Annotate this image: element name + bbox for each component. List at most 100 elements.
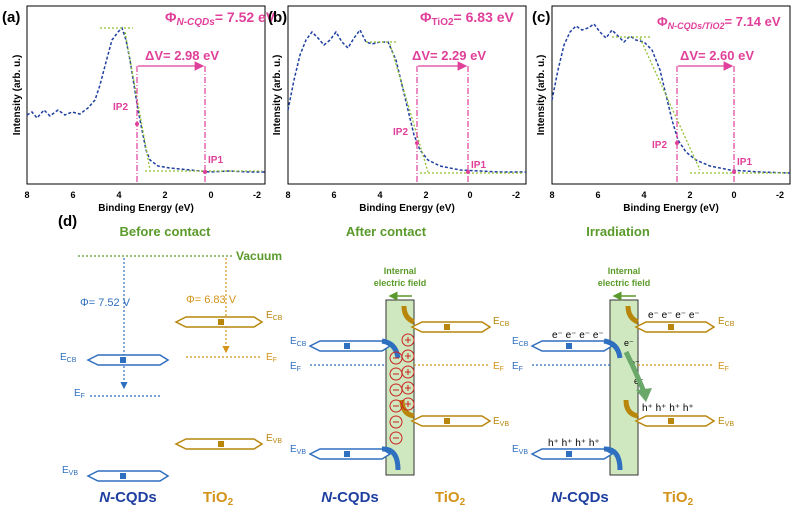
svg-text:-2: -2 — [512, 190, 520, 200]
panel-a-ip2: IP2 — [113, 102, 128, 113]
irr-field-region — [609, 299, 639, 476]
panel-c-ip1: IP1 — [737, 157, 752, 168]
panel-b: (b) ΦTiO2= 6.83 eV ΔV= 2.29 eV IP2 IP1 8… — [268, 5, 527, 214]
after-ncqd-evb-label: EVB — [290, 444, 306, 456]
panel-a-label: (a) — [2, 9, 20, 26]
panel-b-ip1-dot — [466, 170, 470, 174]
panel-c-ticks: 8 6 4 2 0 -2 — [549, 190, 784, 200]
panel-a-ticks: 8 6 4 2 0 -2 — [24, 190, 261, 200]
after-charges — [389, 333, 415, 445]
section-before: Before contact — [119, 224, 211, 239]
irr-transfer-path — [623, 350, 647, 393]
irr-ncqd-ecb-plate — [530, 338, 623, 359]
panel-a-ip2-dot — [135, 122, 139, 126]
irr-tio2-holes: h⁺ h⁺ h⁺ h⁺ — [642, 403, 694, 414]
phi-tio2-label: Φ= 6.83 V — [186, 294, 237, 306]
panel-a-fit-slope — [124, 31, 151, 171]
panel-c-fit-slope — [639, 37, 701, 171]
panel-b-ip2: IP2 — [393, 127, 408, 138]
svg-text:4: 4 — [641, 190, 646, 200]
section-irradiation: Irradiation — [586, 224, 650, 239]
label-ncqds-after: N-CQDs — [321, 489, 379, 506]
panel-a-phi: ΦN-CQDs= 7.52 eV — [165, 9, 276, 28]
panel-c-spectrum — [551, 22, 791, 174]
svg-text:6: 6 — [331, 190, 336, 200]
irr-field-line2: electric field — [598, 278, 651, 288]
after-field-line1: Internal — [384, 266, 417, 276]
irr-ncqd-ef-label: EF — [512, 361, 523, 373]
panel-c-ip2: IP2 — [652, 140, 667, 151]
ncqd-ecb-label: ECB — [60, 352, 77, 364]
after-tio2-ecb-plate — [401, 305, 492, 333]
after-tio2-ecb-label: ECB — [493, 316, 510, 328]
tio2-evb-label: EVB — [266, 433, 282, 445]
panel-c-phi: ΦN-CQDs/TiO2= 7.14 eV — [657, 14, 781, 31]
panel-b-ylabel: Intensity (arb. u.) — [272, 55, 283, 136]
after-ncqd-ecb-plate — [308, 338, 401, 359]
svg-text:4: 4 — [377, 190, 382, 200]
panel-a-spectrum — [26, 26, 265, 173]
panel-c-ip1-dot — [732, 170, 736, 174]
after-ncqd-evb-plate — [308, 446, 401, 471]
irr-tio2-ef-label: EF — [718, 361, 729, 373]
after-ncqd-ef-label: EF — [290, 361, 301, 373]
svg-text:-2: -2 — [253, 190, 261, 200]
label-tio2-before: TiO2 — [203, 489, 234, 508]
irr-tio2-evb-plate — [623, 399, 716, 427]
panel-b-ip2-dot — [415, 141, 419, 145]
irr-ncqd-evb-plate — [530, 446, 623, 471]
panel-a-xlabel: Binding Energy (eV) — [98, 203, 194, 214]
label-tio2-after: TiO2 — [435, 489, 466, 508]
ncqd-evb-label: EVB — [62, 465, 78, 477]
after-tio2-ef-label: EF — [493, 361, 504, 373]
after-tio2-evb-plate — [399, 399, 492, 427]
panel-b-spectrum — [287, 28, 526, 173]
ncqd-ecb-plate — [86, 354, 170, 366]
svg-text:0: 0 — [208, 190, 213, 200]
svg-text:-2: -2 — [776, 190, 784, 200]
svg-text:8: 8 — [549, 190, 554, 200]
panel-c-label: (c) — [532, 9, 550, 26]
panel-c: (c) ΦN-CQDs/TiO2= 7.14 eV ΔV= 2.60 eV IP… — [532, 5, 791, 214]
panel-a: (a) ΦN-CQDs= 7.52 eV ΔV= 2.98 eV IP2 IP1… — [2, 5, 276, 214]
after-ncqd-ecb-label: ECB — [290, 336, 307, 348]
irr-transfer-e1: e⁻ — [624, 338, 634, 348]
after-field-line2: electric field — [374, 278, 427, 288]
irr-ncqd-electrons: e⁻ e⁻ e⁻ e⁻ — [552, 330, 604, 341]
tio2-ecb-plate — [174, 316, 264, 328]
section-after: After contact — [346, 224, 427, 239]
irr-ncqd-evb-label: EVB — [512, 444, 528, 456]
svg-text:0: 0 — [731, 190, 736, 200]
ncqd-evb-plate — [86, 470, 170, 482]
irr-transfer-e2: e⁻ — [630, 358, 640, 368]
svg-text:6: 6 — [595, 190, 600, 200]
irradiation: Internal electric field ECB e⁻ e⁻ e⁻ e⁻ … — [512, 266, 735, 508]
panel-a-dv: ΔV= 2.98 eV — [145, 48, 219, 63]
panel-c-xlabel: Binding Energy (eV) — [623, 203, 719, 214]
label-tio2-irr: TiO2 — [663, 489, 694, 508]
irr-tio2-ecb-plate — [625, 305, 716, 333]
panel-d-label: (d) — [58, 213, 77, 230]
svg-text:4: 4 — [116, 190, 121, 200]
panel-c-frame — [551, 5, 791, 185]
svg-text:2: 2 — [423, 190, 428, 200]
panel-b-label: (b) — [268, 9, 287, 26]
irr-ncqd-ecb-label: ECB — [512, 336, 529, 348]
irr-ncqd-holes: h⁺ h⁺ h⁺ h⁺ — [548, 438, 600, 449]
tio2-ef-label: EF — [266, 352, 277, 364]
vacuum-label: Vacuum — [236, 249, 282, 263]
svg-text:8: 8 — [24, 190, 29, 200]
svg-text:2: 2 — [162, 190, 167, 200]
label-ncqds-irr: N-CQDs — [551, 489, 609, 506]
irr-field-line1: Internal — [608, 266, 641, 276]
irr-tio2-electrons: e⁻ e⁻ e⁻ e⁻ — [648, 310, 700, 321]
irr-tio2-evb-label: EVB — [718, 416, 734, 428]
panel-c-dv: ΔV= 2.60 eV — [680, 48, 754, 63]
irr-tio2-ecb-label: ECB — [718, 316, 735, 328]
panel-b-ip1: IP1 — [471, 160, 486, 171]
phi-ncqd-label: Φ= 7.52 V — [80, 297, 131, 309]
panel-b-dv: ΔV= 2.29 eV — [412, 48, 486, 63]
before-contact: Vacuum Φ= 7.52 V Φ= 6.83 V ECB EF EVB — [60, 249, 283, 508]
panel-c-ip2-dot — [675, 141, 679, 145]
